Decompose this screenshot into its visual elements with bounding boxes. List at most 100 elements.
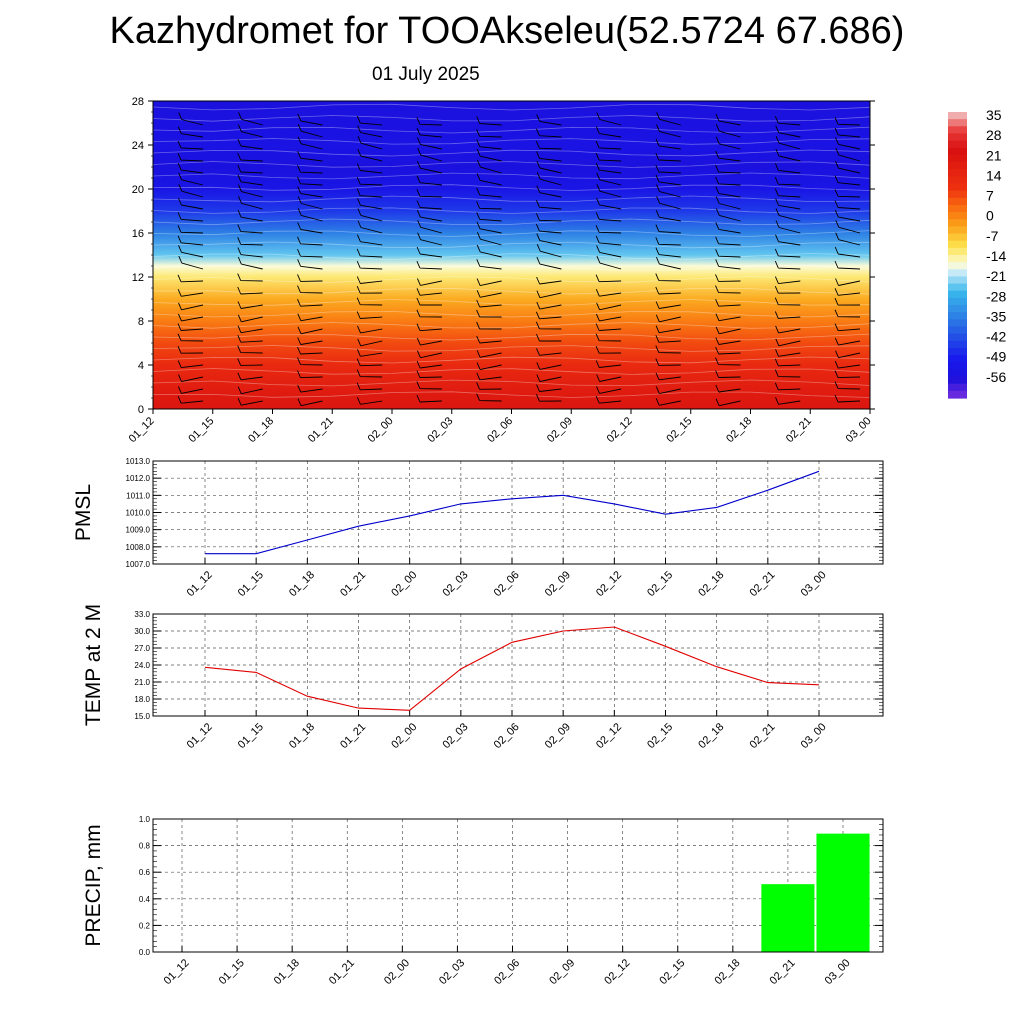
wind-barb: [655, 138, 681, 150]
wind-barb: [715, 164, 741, 174]
wind-barb: [595, 323, 622, 331]
wind-barb: [297, 113, 323, 126]
wind-barb: [177, 152, 204, 162]
wind-barb: [595, 225, 622, 234]
wind-barb: [177, 197, 204, 210]
wind-barb: [297, 136, 323, 150]
wind-barb: [178, 302, 204, 311]
wind-barb: [476, 173, 502, 186]
colorbar-segment: [948, 376, 967, 385]
wind-barb: [297, 285, 323, 294]
wind-barb: [476, 309, 502, 318]
colorbar-segment: [948, 347, 967, 356]
wind-barb: [416, 337, 442, 346]
x-tick-label: 02_03: [437, 957, 467, 987]
y-tick-label: 0.6: [139, 868, 151, 877]
x-tick-label: 03_00: [844, 415, 874, 445]
colorbar-segment: [948, 340, 967, 349]
wind-barb: [536, 244, 562, 258]
colorbar-segment: [948, 176, 967, 185]
wind-barb: [535, 394, 562, 402]
wind-barb: [775, 148, 801, 162]
wind-barb: [177, 289, 204, 297]
wind-barb: [715, 249, 741, 258]
wind-barb: [535, 333, 562, 342]
wind-barb: [775, 349, 801, 357]
wind-barb: [356, 177, 383, 186]
wind-barb: [536, 256, 562, 270]
wind-barb: [774, 276, 801, 285]
wind-barb: [715, 313, 741, 322]
wind-barb: [835, 278, 861, 286]
wind-barb: [297, 208, 323, 222]
wind-barb: [595, 140, 622, 150]
temp2m-series-line: [204, 626, 820, 711]
wind-barb: [535, 213, 562, 222]
wind-barb: [715, 398, 741, 407]
wind-barb: [834, 189, 861, 198]
y-tick-label: 33.0: [134, 610, 150, 619]
wind-barb: [536, 301, 562, 310]
x-tick-label: 02_06: [492, 569, 522, 599]
x-tick-label: 02_18: [724, 415, 754, 445]
wind-barb: [595, 274, 622, 283]
x-tick-label: 01_18: [287, 569, 317, 599]
wind-barb: [774, 358, 801, 367]
x-tick-label: 01_21: [338, 721, 368, 751]
wind-barb: [715, 236, 741, 246]
wind-barb: [416, 117, 442, 126]
wind-barb: [297, 259, 323, 270]
wind-barb: [834, 309, 861, 318]
wind-barb: [655, 358, 681, 366]
colorbar-segment: [948, 140, 967, 149]
y-tick-label: 0.0: [139, 948, 151, 957]
wind-barb: [177, 225, 204, 234]
wind-barb: [595, 360, 622, 368]
precip-frame: [152, 818, 884, 953]
y-tick-label: 0.2: [139, 921, 151, 930]
wind-barb: [237, 372, 263, 381]
wind-barb: [535, 311, 562, 320]
wind-barb: [774, 369, 801, 378]
wind-barb: [655, 224, 681, 234]
wind-barb: [536, 114, 562, 126]
x-tick-label: 02_15: [645, 569, 675, 599]
x-tick-label: 01_15: [186, 415, 216, 445]
wind-barb: [595, 235, 622, 246]
wind-barb: [237, 358, 263, 366]
colorbar-label: 14: [986, 167, 1002, 183]
wind-barb: [416, 189, 442, 198]
y-tick-label: 1008.0: [126, 543, 151, 552]
wind-barb: [715, 346, 741, 355]
wind-barb: [595, 126, 622, 138]
x-tick-label: 03_00: [823, 957, 853, 987]
wind-barb: [237, 345, 263, 354]
x-tick-label: 02_18: [712, 957, 742, 987]
y-tick-label: 1.0: [139, 815, 151, 824]
x-tick-label: 02_21: [747, 721, 777, 751]
wind-barb: [356, 234, 383, 246]
x-tick-label: 02_09: [543, 569, 573, 599]
wind-barb: [834, 360, 861, 369]
wind-barb: [476, 232, 502, 246]
colorbar-label: 7: [986, 188, 994, 204]
temp2m-frame: [152, 613, 884, 717]
wind-barb: [596, 245, 622, 258]
precip-panel: 0.0 0.2 0.4 0.6 0.8 1.0 01_12 01_15 01_18 01_21 02…: [82, 815, 884, 987]
wind-barb: [178, 245, 204, 258]
wind-barb: [834, 175, 861, 186]
colorbar-label: -56: [986, 369, 1006, 385]
wind-barb: [356, 188, 383, 198]
colorbar-segment: [948, 197, 967, 206]
wind-barb: [297, 346, 323, 355]
wind-barb: [715, 259, 741, 270]
wind-barb: [416, 288, 442, 296]
wind-barb: [237, 237, 263, 246]
wind-barb: [356, 260, 383, 270]
wind-barb: [356, 382, 383, 391]
x-tick-label: 01_18: [272, 957, 302, 987]
wind-barb: [834, 337, 861, 346]
wind-barb: [656, 196, 681, 210]
wind-barb: [177, 346, 204, 354]
